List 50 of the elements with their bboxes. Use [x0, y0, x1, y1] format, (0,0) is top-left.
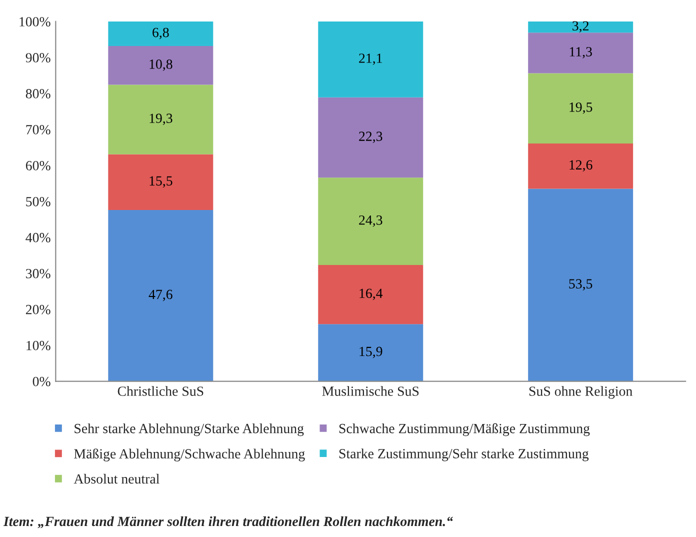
y-tick-label: 70%: [26, 125, 50, 134]
y-tick-label: 30%: [26, 268, 50, 278]
data-label: 24,3: [359, 215, 382, 227]
legend-label: Mäßige Ablehnung/Schwache Ablehnung: [74, 448, 305, 462]
x-tick-label: Christliche SuS: [118, 386, 204, 396]
data-label: 47,6: [148, 290, 172, 302]
y-tick-label: 50%: [26, 196, 50, 206]
data-label: 11,3: [570, 47, 592, 58]
bar: [318, 97, 424, 178]
bar: [108, 46, 214, 85]
bar: [318, 324, 424, 382]
data-label: 19,5: [570, 102, 592, 114]
bar: [318, 265, 424, 324]
data-label: 53,5: [569, 279, 592, 290]
data-label: 16,4: [360, 288, 383, 300]
data-label: 21,1: [359, 54, 382, 65]
y-tick-label: 40%: [26, 232, 50, 242]
bar: [108, 154, 214, 210]
data-label: 22,3: [359, 132, 382, 143]
data-label: 6,8: [152, 28, 169, 40]
data-label: 15,5: [150, 176, 172, 188]
y-tick-label: 60%: [26, 160, 50, 170]
data-label: 3,2: [572, 21, 588, 33]
data-label: 15,9: [360, 346, 382, 358]
bar: [528, 73, 634, 144]
y-tick-label: 0%: [32, 376, 50, 386]
y-tick-label: 100%: [20, 17, 50, 26]
bar: [108, 84, 214, 154]
bar: [528, 188, 634, 382]
bar: [528, 143, 634, 189]
bar: [528, 32, 634, 74]
legend-label: Starke Zustimmung/Sehr starke Zustimmung: [339, 448, 589, 462]
data-label: 12,6: [570, 160, 592, 172]
y-tick-label: 80%: [26, 89, 50, 98]
y-tick-label: 90%: [26, 53, 50, 62]
legend-label: Schwache Zustimmung/Mäßige Zustimmung: [339, 423, 590, 436]
legend-label: Sehr starke Ablehnung/Starke Ablehnung: [74, 423, 304, 436]
legend-label: Absolut neutral: [74, 474, 160, 484]
x-tick-label: SuS ohne Religion: [529, 386, 632, 399]
bar: [318, 178, 424, 266]
bar: [318, 21, 424, 98]
bar: [108, 21, 214, 46]
text: Item: „Frauen und Männer sollten ihren traditionellen Rollen nachkommen.“: [3, 516, 453, 528]
y-tick-label: 10%: [26, 340, 50, 350]
x-tick-label: Muslimische SuS: [322, 386, 419, 396]
data-label: 19,3: [150, 114, 172, 125]
data-label: 10,8: [150, 59, 172, 71]
y-tick-label: 20%: [26, 304, 50, 314]
bar: [528, 21, 634, 33]
bar: [108, 210, 214, 382]
